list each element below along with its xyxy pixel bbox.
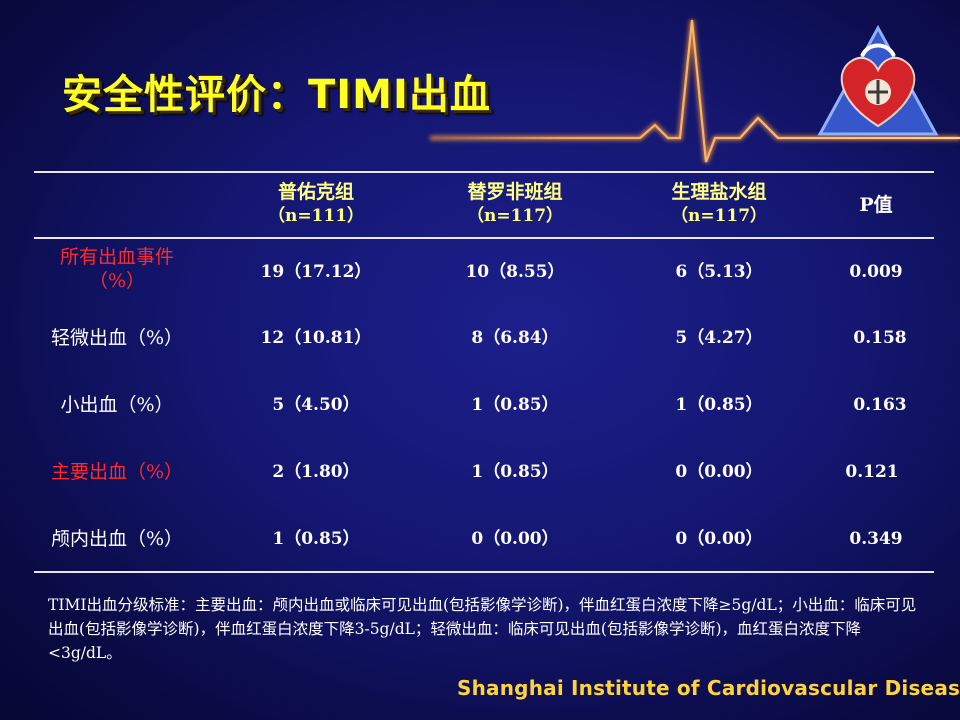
heart-logo-icon xyxy=(817,24,939,136)
header-group-2: 替罗非班组 （n=117） xyxy=(440,180,590,228)
table-header-rule xyxy=(34,237,934,239)
table-cell: 0（0.00） xyxy=(675,462,763,482)
row-label-text: 所有出血事件 xyxy=(59,246,174,268)
slide-title: 安全性评价：TIMI出血 xyxy=(62,72,491,118)
header-group-1-n: （n=111） xyxy=(267,206,365,226)
table-cell: 8（6.84） xyxy=(471,328,559,348)
table-cell-p: 0.158 xyxy=(853,328,907,348)
table-top-rule xyxy=(34,171,934,173)
header-p-value-label: P值 xyxy=(859,194,893,216)
table-cell: 5（4.50） xyxy=(272,395,360,415)
table-cell-p: 0.163 xyxy=(853,395,907,415)
table-cell: 1（0.85） xyxy=(675,395,763,415)
header-group-3: 生理盐水组 （n=117） xyxy=(644,180,794,228)
table-cell: 10（8.55） xyxy=(465,262,565,282)
table-cell: 1（0.85） xyxy=(471,462,559,482)
header-group-2-name: 替罗非班组 xyxy=(467,181,563,203)
table-cell: 1（0.85） xyxy=(471,395,559,415)
table-cell: 0（0.00） xyxy=(471,529,559,549)
institute-footer: Shanghai Institute of Cardiovascular Dis… xyxy=(457,676,960,700)
table-cell: 19（17.12） xyxy=(260,262,372,282)
header-group-1-name: 普佑克组 xyxy=(277,181,354,203)
header-group-3-name: 生理盐水组 xyxy=(671,181,767,203)
row-label-major-bleeding: 主要出血（%） xyxy=(50,461,184,483)
row-label-all-bleeding: 所有出血事件 （%） xyxy=(32,245,202,293)
table-cell: 1（0.85） xyxy=(272,529,360,549)
row-label-sub: （%） xyxy=(88,270,146,292)
header-group-1: 普佑克组 （n=111） xyxy=(241,180,391,228)
table-cell: 12（10.81） xyxy=(260,328,372,348)
row-label-minimal-bleeding: 轻微出血（%） xyxy=(50,327,184,349)
table-cell: 6（5.13） xyxy=(675,262,763,282)
table-cell: 5（4.27） xyxy=(675,328,763,348)
timi-definition-note: TIMI出血分级标准：主要出血：颅内出血或临床可见出血(包括影像学诊断)，伴血红… xyxy=(48,596,917,662)
header-group-3-n: （n=117） xyxy=(670,206,768,226)
header-group-2-n: （n=117） xyxy=(466,206,564,226)
table-cell-p: 0.009 xyxy=(849,262,903,282)
row-label-minor-bleeding: 小出血（%） xyxy=(60,394,174,416)
row-label-intracranial-bleeding: 颅内出血（%） xyxy=(50,528,184,550)
table-cell-p: 0.121 xyxy=(845,462,899,482)
table-bottom-rule xyxy=(34,571,934,573)
header-p-value: P值 xyxy=(826,193,926,217)
table-cell: 2（1.80） xyxy=(272,462,360,482)
table-cell: 0（0.00） xyxy=(675,529,763,549)
table-cell-p: 0.349 xyxy=(849,529,903,549)
